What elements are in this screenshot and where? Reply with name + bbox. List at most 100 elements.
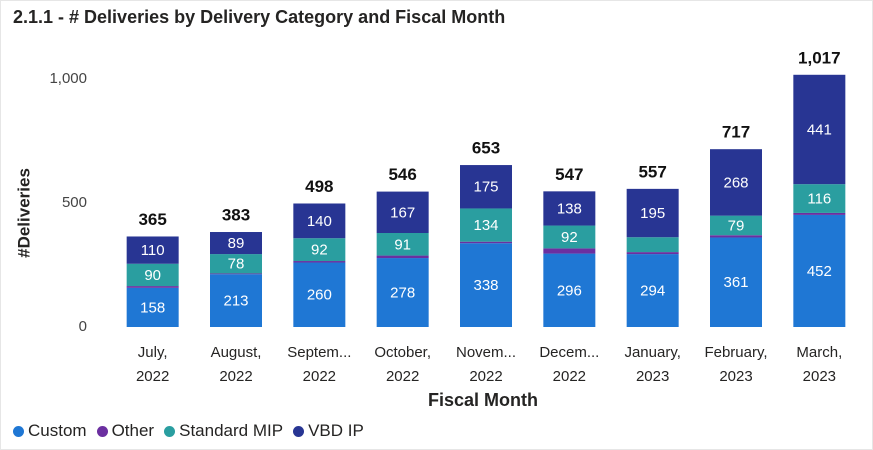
x-tick-label: 2022 [469,368,502,385]
data-label: 89 [228,235,245,252]
data-label: 268 [723,174,748,191]
data-label: 260 [307,287,332,304]
x-tick-label: 2022 [219,368,252,385]
bar-segment-standard-mip [793,184,846,213]
legend-label: Standard MIP [179,421,284,440]
bar-segment-other [626,252,679,255]
bar-segment-vbd-ip [293,203,346,239]
bar-segment-standard-mip [626,237,679,253]
total-label: 546 [388,165,416,184]
legend-label: Custom [28,421,87,440]
bar-segment-other [293,261,346,263]
legend-marker-icon [96,425,108,437]
bar-segment-standard-mip [126,263,179,287]
chart-title: 2.1.1 - # Deliveries by Delivery Categor… [13,7,506,27]
bar-segment-other [126,286,179,288]
data-label: 338 [473,277,498,294]
total-label: 557 [638,162,666,181]
total-label: 498 [305,177,333,196]
bar-segment-other [210,273,262,275]
data-label: 452 [807,263,832,280]
y-tick-label: 1,000 [49,70,87,87]
data-label: 110 [141,242,165,259]
bar-segment-standard-mip [710,215,762,236]
legend-item[interactable]: Custom [13,421,87,441]
x-tick-label: 2023 [636,368,669,385]
data-label: 90 [144,267,161,284]
x-tick-label: Novem... [456,344,516,361]
x-tick-label: July, [138,344,168,361]
x-tick-label: February, [704,344,767,361]
bar-segment-vbd-ip [126,236,179,264]
x-tick-label: Decem... [539,344,599,361]
x-tick-label: 2022 [303,368,336,385]
data-label: 92 [311,242,328,259]
bar-segment-vbd-ip [543,191,596,226]
data-label: 116 [807,191,831,208]
x-tick-label: 2023 [803,368,836,385]
x-tick-label: January, [624,344,680,361]
data-label: 278 [390,284,415,301]
bar-segment-other [710,235,762,238]
legend-marker-icon [13,425,24,437]
data-label: 92 [561,229,578,246]
data-label: 140 [307,213,332,230]
x-tick-label: 2022 [136,368,169,385]
data-label: 158 [140,299,165,316]
bar-segment-custom [293,262,346,327]
legend-label: VBD IP [308,421,364,440]
total-label: 547 [555,165,583,184]
bar-segment-vbd-ip [793,74,846,185]
bar-segment-custom [376,258,429,327]
data-label: 175 [473,179,498,196]
data-label: 78 [228,256,245,273]
x-tick-label: Septem... [287,344,351,361]
x-tick-label: 2023 [719,368,752,385]
bar-segment-custom [126,287,179,327]
x-tick-label: August, [211,344,262,361]
bar-segment-custom [210,274,262,327]
y-tick-label: 0 [79,318,87,335]
y-axis-title: #Deliveries [14,168,33,258]
x-axis-title: Fiscal Month [428,390,538,410]
data-label: 134 [473,217,498,234]
chart-legend: Custom Other Standard MIP VBD IP [13,421,364,441]
legend-item[interactable]: Standard MIP [164,421,283,441]
data-label: 79 [728,217,745,234]
legend-marker-icon [164,425,176,437]
x-tick-label: October, [374,344,431,361]
legend-label: Other [111,421,155,440]
bar-segment-vbd-ip [210,232,262,255]
x-tick-label: 2022 [386,368,419,385]
x-tick-label: March, [796,344,842,361]
bar-segment-custom [460,243,512,327]
bar-segment-custom [543,253,596,327]
bar-segment-other [543,248,596,254]
data-label: 195 [640,205,665,222]
bar-segment-vbd-ip [376,191,429,234]
bar-segment-standard-mip [293,238,346,262]
bar-segment-standard-mip [376,233,429,256]
bar-segment-vbd-ip [460,165,512,209]
bar-segment-vbd-ip [626,188,679,238]
data-label: 361 [723,274,748,291]
total-label: 717 [722,123,750,142]
bar-segment-standard-mip [210,254,262,274]
legend-marker-icon [293,425,305,437]
bar-segment-other [376,255,429,259]
bar-segment-custom [626,254,679,327]
legend-item[interactable]: Other [96,421,155,441]
total-label: 653 [472,139,500,158]
data-label: 167 [390,204,415,221]
total-label: 1,017 [798,48,841,67]
bar-segment-other [793,212,846,215]
bar-segment-custom [793,214,846,327]
x-tick-label: 2022 [553,368,586,385]
total-label: 383 [222,206,250,225]
data-label: 213 [223,293,248,310]
legend-item[interactable]: VBD IP [293,421,364,441]
data-label: 296 [557,282,582,299]
data-label: 294 [640,283,665,300]
bar-segment-custom [710,237,762,327]
